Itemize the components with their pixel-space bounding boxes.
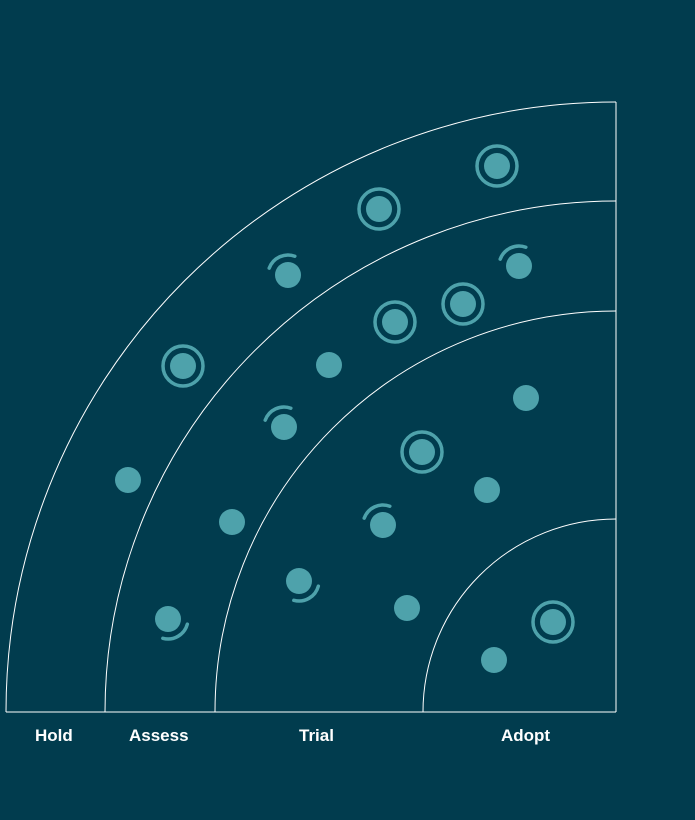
blip-arc <box>267 253 297 270</box>
blip-dot <box>286 568 312 594</box>
radar-blip[interactable] <box>474 477 500 503</box>
blip-arc <box>263 405 293 422</box>
blip-ring <box>161 344 205 388</box>
radar-blip[interactable] <box>316 352 342 378</box>
radar-blip[interactable] <box>219 509 245 535</box>
radar-blip[interactable] <box>362 503 396 538</box>
radar-blip[interactable] <box>155 606 190 641</box>
blip-dot <box>275 262 301 288</box>
blip-dot <box>370 512 396 538</box>
blip-dot <box>170 353 196 379</box>
radar-blip[interactable] <box>373 300 417 344</box>
radar-blip[interactable] <box>394 595 420 621</box>
ring-arc-assess <box>104 200 617 713</box>
radar-blip[interactable] <box>286 568 321 603</box>
radar-blips <box>115 144 575 673</box>
blip-arc <box>498 244 528 261</box>
blip-dot <box>474 477 500 503</box>
blip-dot <box>219 509 245 535</box>
radar-blip[interactable] <box>498 244 532 279</box>
blip-dot <box>382 309 408 335</box>
blip-arc <box>362 503 392 520</box>
radar-blip[interactable] <box>513 385 539 411</box>
radar-blip[interactable] <box>481 647 507 673</box>
radar-blip[interactable] <box>267 253 301 288</box>
blip-arc <box>292 584 321 603</box>
blip-ring <box>531 600 575 644</box>
blip-dot <box>115 467 141 493</box>
blip-ring <box>400 430 444 474</box>
blip-dot <box>513 385 539 411</box>
ring-label-hold: Hold <box>35 726 73 745</box>
ring-label-adopt: Adopt <box>501 726 551 745</box>
blip-ring <box>441 282 485 326</box>
blip-ring <box>357 187 401 231</box>
radar-blip[interactable] <box>161 344 205 388</box>
blip-dot <box>540 609 566 635</box>
ring-arc-trial <box>214 310 617 713</box>
blip-arc <box>161 622 190 641</box>
blip-dot <box>271 414 297 440</box>
blip-dot <box>481 647 507 673</box>
radar-blip[interactable] <box>475 144 519 188</box>
ring-label-trial: Trial <box>299 726 334 745</box>
radar-blip[interactable] <box>263 405 297 440</box>
blip-dot <box>409 439 435 465</box>
ring-arc-adopt <box>422 518 617 713</box>
radar-blip[interactable] <box>357 187 401 231</box>
ring-label-assess: Assess <box>129 726 189 745</box>
blip-dot <box>450 291 476 317</box>
blip-dot <box>366 196 392 222</box>
radar-rings <box>5 101 617 713</box>
blip-ring <box>475 144 519 188</box>
blip-dot <box>506 253 532 279</box>
ring-arc-hold <box>5 101 617 713</box>
blip-dot <box>484 153 510 179</box>
blip-ring <box>373 300 417 344</box>
radar-blip[interactable] <box>115 467 141 493</box>
blip-dot <box>394 595 420 621</box>
blip-dot <box>155 606 181 632</box>
radar-blip[interactable] <box>400 430 444 474</box>
radar-blip[interactable] <box>531 600 575 644</box>
radar-blip[interactable] <box>441 282 485 326</box>
blip-dot <box>316 352 342 378</box>
